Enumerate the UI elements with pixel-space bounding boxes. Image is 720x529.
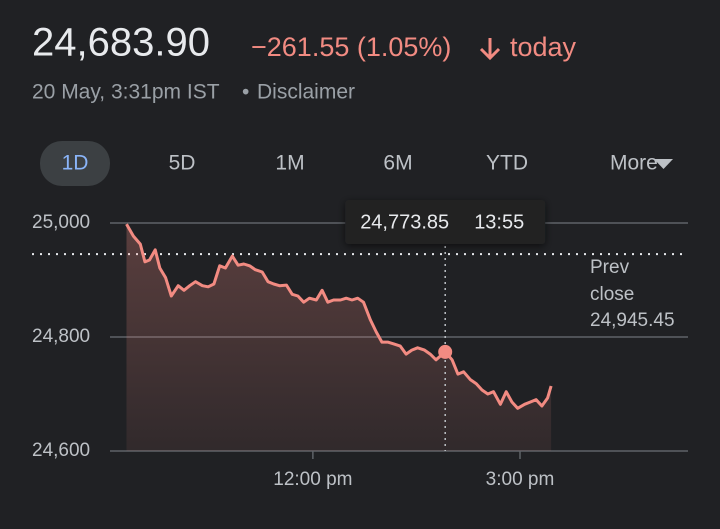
tooltip-box xyxy=(345,200,546,244)
plot: 24,600 24,800 25,000 12:00 pm 3:00 pm Prev clo… xyxy=(32,200,688,490)
x-tick-label: 12:00 pm xyxy=(273,469,352,490)
x-tick-label: 3:00 pm xyxy=(486,469,555,490)
price-line xyxy=(125,223,553,410)
y-tick-label: 24,600 xyxy=(32,440,90,461)
range-tab[interactable]: 6M xyxy=(383,152,412,175)
dropdown-caret[interactable] xyxy=(654,159,673,169)
range-tabs: 1D 5D 1M 6M YTD More xyxy=(40,141,673,186)
period: today xyxy=(510,32,577,62)
change: −261.55 (1.05%) xyxy=(251,32,451,62)
tab-highlight xyxy=(40,141,110,186)
area xyxy=(126,224,552,451)
down-arrow xyxy=(479,38,501,61)
prev-close-title: close xyxy=(590,284,634,305)
tab-label[interactable]: 6M xyxy=(383,152,412,175)
tooltip-time: 13:55 xyxy=(474,211,524,233)
range-tab[interactable]: 1M xyxy=(275,152,304,175)
range-tab[interactable]: YTD xyxy=(486,152,528,175)
range-tab[interactable]: 1D xyxy=(40,141,110,186)
tooltip-value: 24,773.85 xyxy=(360,211,449,233)
timestamp: 20 May, 3:31pm IST xyxy=(32,81,220,104)
prev-close-value: 24,945.45 xyxy=(590,310,675,331)
price: 24,683.90 xyxy=(32,21,210,65)
separator: • xyxy=(242,81,249,104)
y-tick-label: 25,000 xyxy=(32,212,90,233)
hover-point xyxy=(438,344,453,359)
disclaimer-link[interactable]: Disclaimer xyxy=(257,81,355,104)
tab-label[interactable]: 1D xyxy=(62,152,89,175)
tab-label[interactable]: 5D xyxy=(169,152,196,175)
tab-label[interactable]: YTD xyxy=(486,152,528,175)
y-tick-label: 24,800 xyxy=(32,326,90,347)
prev-close-title: Prev xyxy=(590,257,630,278)
tab-label[interactable]: 1M xyxy=(275,152,304,175)
range-tab[interactable]: 5D xyxy=(169,152,196,175)
range-tab[interactable]: More xyxy=(610,152,673,175)
tab-label[interactable]: More xyxy=(610,152,658,175)
